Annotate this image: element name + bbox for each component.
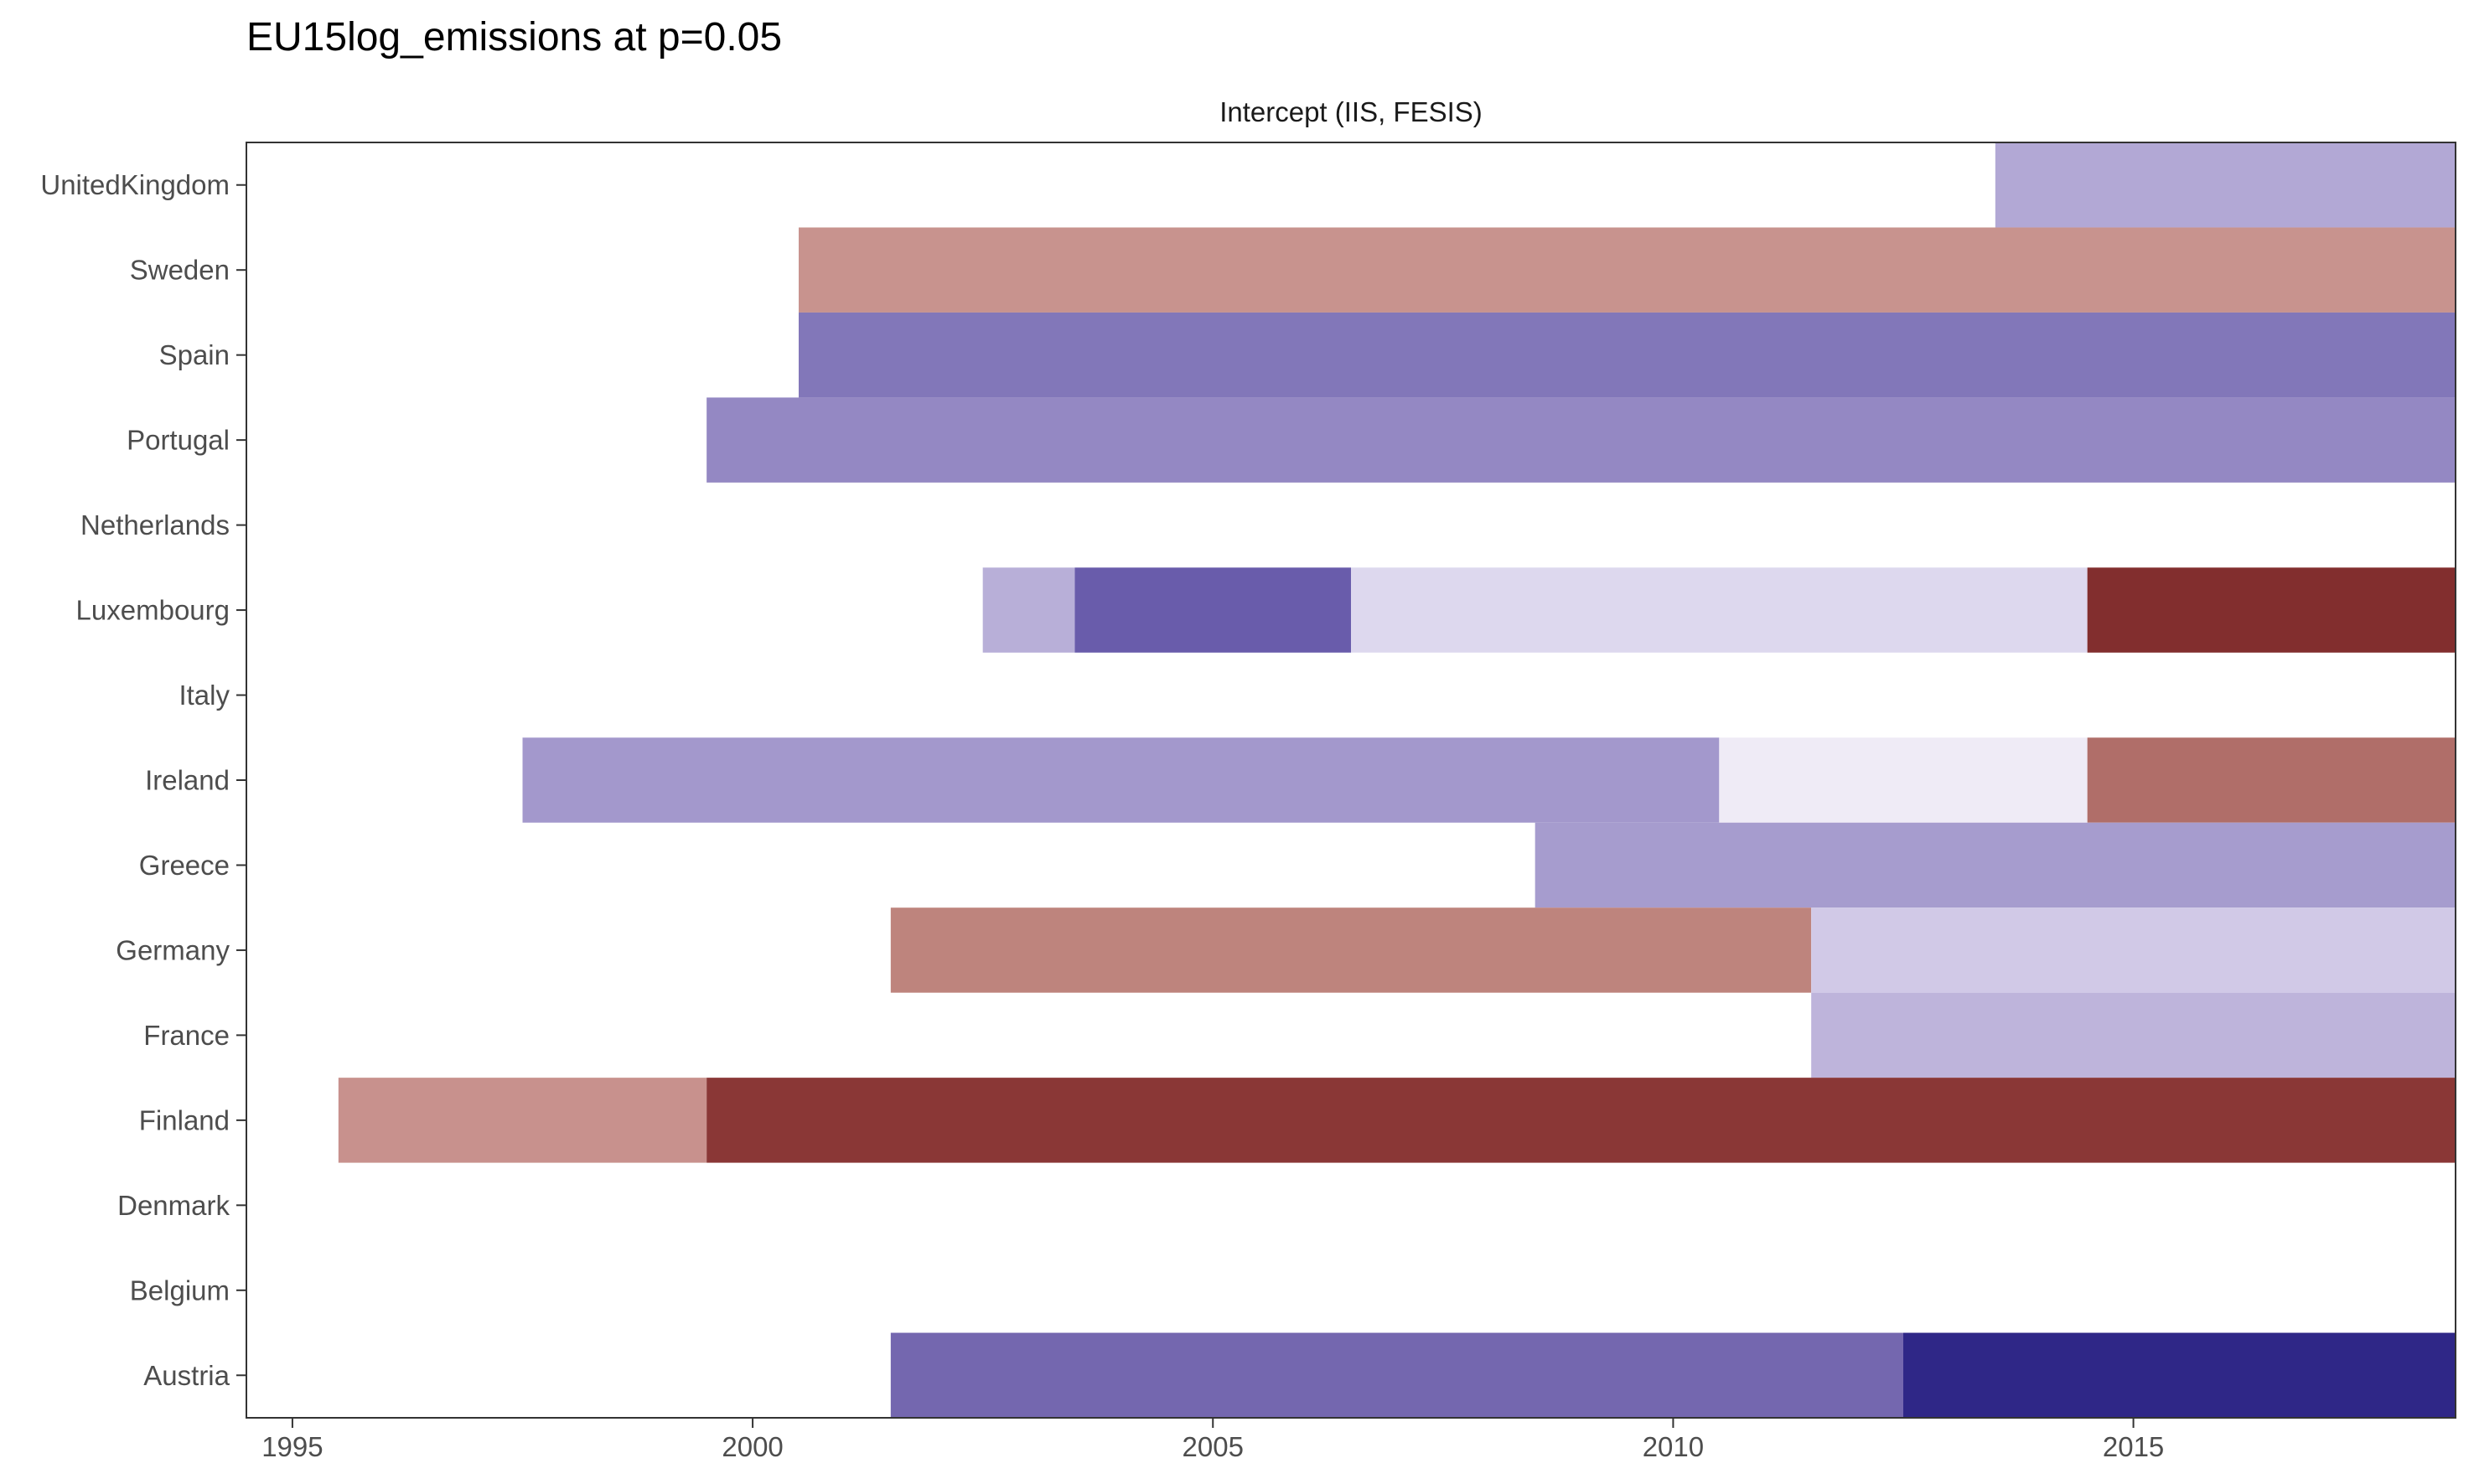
y-tick-label-denmark: Denmark — [117, 1190, 230, 1221]
segment-germany-13 — [1811, 907, 2456, 993]
segments-layer — [338, 142, 2456, 1418]
y-tick-label-sweden: Sweden — [130, 255, 230, 286]
y-tick-label-unitedkingdom: UnitedKingdom — [40, 169, 230, 200]
segment-sweden-1 — [799, 227, 2456, 313]
segment-unitedkingdom-0 — [1995, 142, 2456, 228]
segment-greece-11 — [1535, 822, 2456, 908]
x-tick-label-2010: 2010 — [1643, 1431, 1704, 1462]
x-tick-label-2015: 2015 — [2103, 1431, 2164, 1462]
y-tick-label-austria: Austria — [143, 1360, 230, 1391]
segment-luxembourg-5 — [1074, 567, 1351, 653]
x-tick-label-2000: 2000 — [722, 1431, 783, 1462]
panel-border — [246, 142, 2456, 1419]
segment-ireland-8 — [522, 737, 1720, 823]
x-axis: 1995 2000 2005 2010 2015 — [261, 1418, 2164, 1462]
y-tick-label-belgium: Belgium — [130, 1275, 230, 1306]
segment-austria-17 — [890, 1332, 1903, 1418]
x-tick-label-1995: 1995 — [261, 1431, 323, 1462]
segment-ireland-10 — [2087, 737, 2456, 823]
y-tick-label-netherlands: Netherlands — [80, 509, 230, 540]
segment-luxembourg-6 — [1351, 567, 2088, 653]
y-tick-label-italy: Italy — [179, 680, 230, 711]
segment-luxembourg-7 — [2087, 567, 2456, 653]
panel-strip-label: Intercept (IIS, FESIS) — [1219, 96, 1483, 127]
y-tick-label-finland: Finland — [139, 1104, 230, 1135]
y-tick-label-germany: Germany — [116, 934, 230, 965]
x-tick-label-2005: 2005 — [1183, 1431, 1244, 1462]
y-tick-label-luxembourg: Luxembourg — [76, 595, 230, 626]
segment-spain-2 — [799, 312, 2456, 398]
segment-austria-18 — [1903, 1332, 2456, 1418]
y-tick-label-greece: Greece — [139, 850, 230, 881]
chart-title: EU15log_emissions at p=0.05 — [246, 15, 782, 59]
y-tick-label-portugal: Portugal — [127, 425, 230, 456]
y-tick-label-france: France — [143, 1020, 230, 1051]
segment-france-14 — [1811, 992, 2456, 1078]
y-tick-label-spain: Spain — [159, 339, 230, 370]
segment-luxembourg-4 — [982, 567, 1075, 653]
segment-germany-12 — [890, 907, 1812, 993]
y-tick-label-ireland: Ireland — [145, 765, 230, 796]
segment-portugal-3 — [706, 397, 2456, 483]
y-axis: UnitedKingdom Sweden Spain Portugal Netherla… — [40, 169, 246, 1391]
segment-ireland-9 — [1719, 737, 2088, 823]
segment-finland-15 — [338, 1078, 707, 1163]
segment-finland-16 — [706, 1078, 2456, 1163]
